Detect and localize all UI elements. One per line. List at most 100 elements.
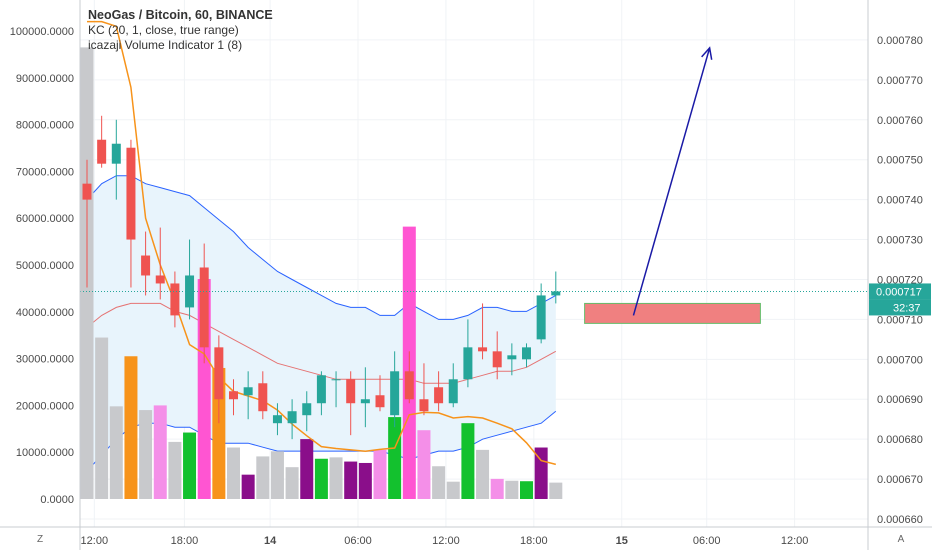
corner-right-label: A [898, 534, 905, 545]
candle-body [507, 355, 517, 360]
candles [82, 115, 561, 440]
volume-bar [329, 457, 343, 499]
right-tick-label: 0.000660 [877, 514, 923, 526]
bottom-tick-label: 18:00 [520, 535, 548, 547]
candle-body [478, 347, 488, 352]
left-tick-label: 60000.0000 [16, 213, 74, 225]
volume-bar [183, 432, 197, 499]
volume-bar [520, 481, 533, 499]
volume-bar [373, 449, 387, 499]
candle-body [522, 347, 531, 360]
candle-body [463, 347, 473, 380]
candle-body [82, 183, 92, 200]
candle-body [434, 387, 444, 404]
candle-body [97, 139, 107, 164]
candle-body [272, 415, 282, 424]
candle-body [155, 275, 165, 284]
candle-body [331, 379, 341, 381]
bottom-tick-label: 14 [264, 535, 277, 547]
candle-body [419, 399, 429, 412]
candle-body [111, 143, 121, 164]
left-tick-label: 70000.0000 [16, 166, 74, 178]
volume-bar [124, 356, 138, 499]
volume-bar [212, 367, 226, 499]
candle-body [551, 291, 561, 296]
volume-bar [256, 456, 270, 499]
candle-body [214, 347, 224, 400]
left-tick-label: 20000.0000 [16, 400, 74, 412]
candle-body [126, 147, 136, 240]
kc-upper-line [86, 175, 557, 320]
bottom-tick-label: 18:00 [171, 535, 199, 547]
candle-body [258, 383, 268, 412]
right-tick-label: 0.000740 [877, 195, 923, 207]
countdown-text: 32:37 [893, 302, 921, 314]
volume-bar [432, 466, 446, 499]
right-tick-label: 0.000690 [877, 394, 923, 406]
left-tick-label: 50000.0000 [16, 260, 74, 272]
target-zone [584, 302, 761, 324]
right-tick-label: 0.000730 [877, 235, 923, 247]
left-tick-label: 80000.0000 [16, 120, 74, 132]
volume-bar [388, 417, 402, 499]
volume-bar [446, 481, 460, 499]
legend-volume: icazaji Volume Indicator 1 (8) [88, 38, 243, 52]
candle-body [302, 403, 312, 416]
right-tick-label: 0.000670 [877, 474, 923, 486]
volume-bar [227, 447, 240, 499]
volume-bar [461, 423, 475, 499]
candle-body [448, 379, 458, 404]
candle-body [316, 375, 326, 404]
bottom-tick-label: 12:00 [81, 535, 109, 547]
volume-bar [490, 478, 504, 499]
volume-bar [300, 439, 314, 499]
bottom-tick-label: 12:00 [781, 535, 809, 547]
right-tick-label: 0.000770 [877, 75, 923, 87]
volume-bar [241, 474, 255, 499]
candle-body [243, 387, 253, 396]
candle-body [360, 399, 370, 404]
volume-bar [139, 410, 153, 499]
candle-body [185, 275, 195, 308]
right-tick-label: 0.000700 [877, 354, 923, 366]
bottom-tick-label: 06:00 [344, 535, 372, 547]
candle-body [404, 371, 414, 400]
price-tags: 0.000717 32:37 [869, 283, 931, 316]
volume-bar [109, 406, 123, 499]
volume-bar [153, 405, 167, 499]
volume-bar [95, 337, 109, 499]
countdown-tag [869, 299, 931, 316]
volume-bar [534, 447, 548, 499]
left-tick-label: 10000.0000 [16, 447, 74, 459]
volume-bar [505, 480, 519, 499]
volume-bar [417, 430, 431, 499]
volume-bar [476, 449, 490, 499]
corner-left-label: Z [37, 534, 43, 545]
volume-bar [549, 482, 563, 499]
left-tick-label: 40000.0000 [16, 307, 74, 319]
candle-body [346, 379, 356, 404]
candle-body [375, 395, 385, 408]
candle-body [170, 283, 180, 316]
current-price-text: 0.000717 [876, 286, 922, 298]
volume-bar [358, 462, 372, 499]
right-tick-label: 0.000780 [877, 35, 923, 47]
left-tick-label: 0.0000 [40, 494, 74, 506]
candle-body [141, 255, 151, 276]
right-tick-label: 0.000710 [877, 314, 923, 326]
right-tick-label: 0.000750 [877, 155, 923, 167]
candle-body [229, 391, 238, 400]
volume-bar [344, 461, 358, 499]
chart-legend: NeoGas / Bitcoin, 60, BINANCE KC (20, 1,… [88, 8, 273, 53]
candle-body [287, 411, 297, 424]
left-tick-label: 30000.0000 [16, 354, 74, 366]
legend-kc: KC (20, 1, close, true range) [88, 23, 239, 37]
drawings [80, 46, 868, 324]
left-tick-label: 90000.0000 [16, 73, 74, 85]
right-tick-label: 0.000680 [877, 434, 923, 446]
legend-title: NeoGas / Bitcoin, 60, BINANCE [88, 8, 273, 22]
left-tick-label: 100000.0000 [10, 26, 74, 38]
volume-indicator-line [87, 20, 556, 466]
